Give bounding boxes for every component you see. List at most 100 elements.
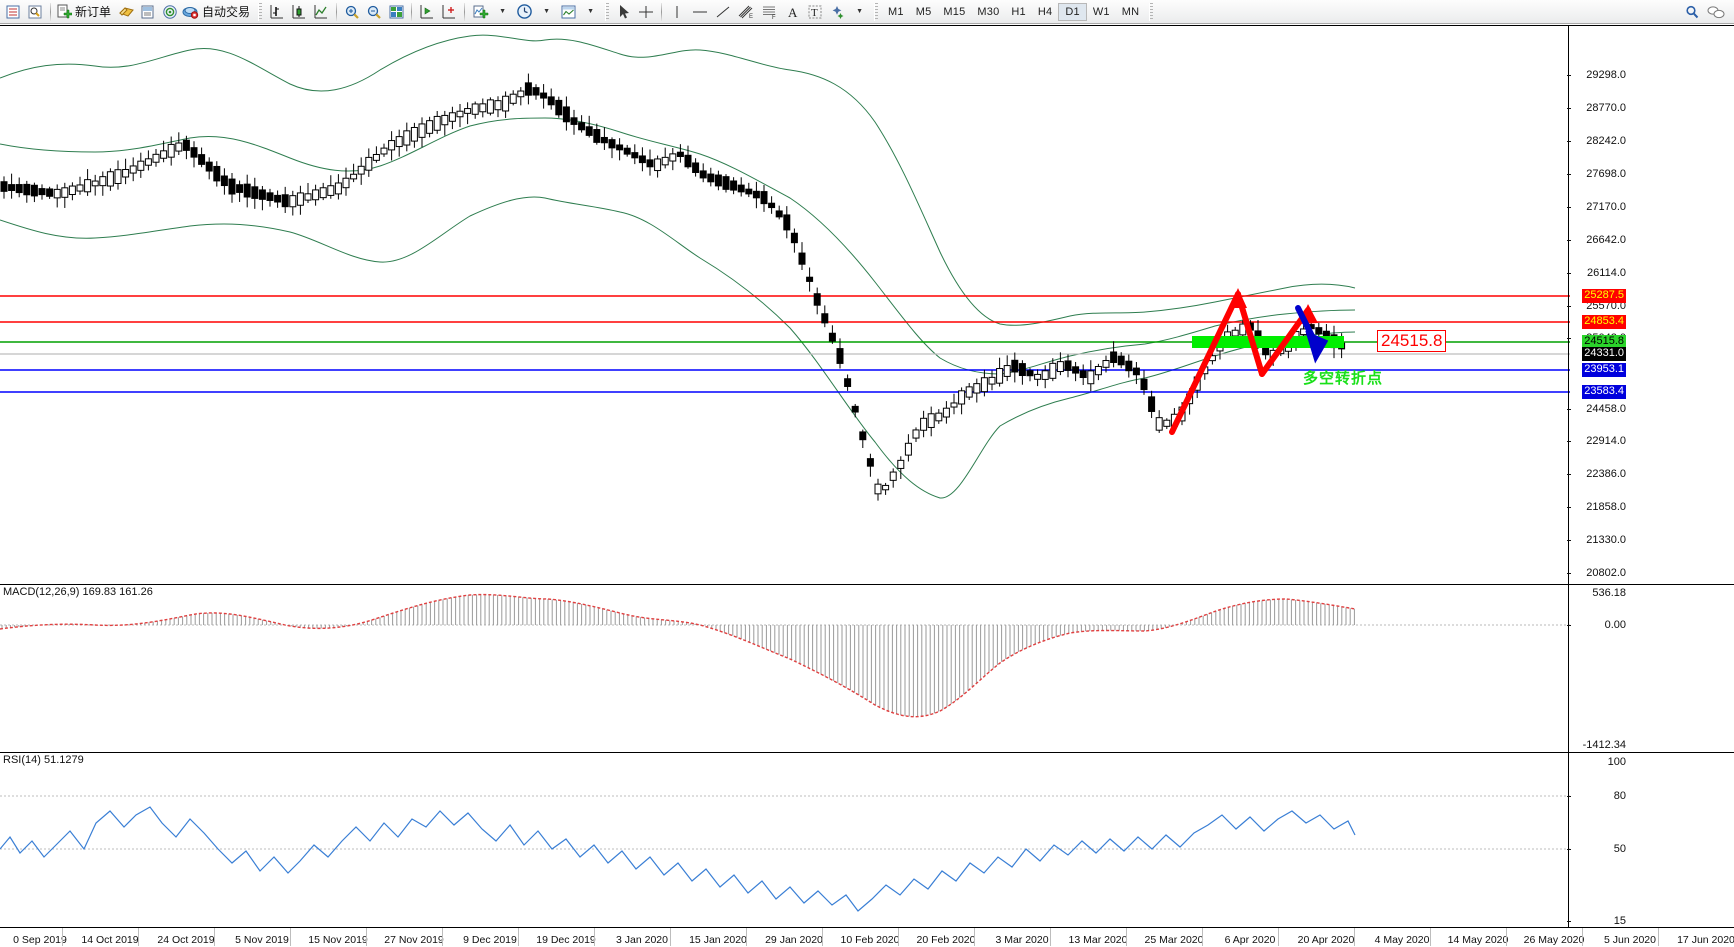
candle-body (8, 184, 16, 191)
tile-windows-icon[interactable] (385, 1, 407, 23)
horizontal-line-icon[interactable] (688, 1, 712, 23)
toolbar-grip-2[interactable] (605, 2, 610, 21)
text-icon[interactable]: A (782, 1, 804, 23)
trendline-icon[interactable] (712, 1, 734, 23)
templates-dropdown-icon[interactable]: ▼ (587, 8, 594, 15)
bar-chart-icon[interactable] (266, 1, 288, 23)
cursor-icon[interactable] (613, 1, 635, 23)
rsi-ylabel-50: 50 (1613, 843, 1626, 855)
candle-body (1094, 366, 1102, 376)
terminal-icon[interactable] (2, 1, 24, 23)
macd-pane[interactable]: MACD(12,26,9) 169.83 161.26 536.18 0.00 … (0, 584, 1734, 753)
auto-scroll-icon[interactable] (438, 1, 460, 23)
periods-icon[interactable] (513, 1, 535, 23)
candle-body (540, 92, 548, 99)
candle-body (996, 368, 1004, 384)
rsi-axis-line (1568, 753, 1569, 929)
candle-body (509, 93, 517, 104)
shapes-dropdown-icon[interactable]: ▼ (856, 8, 863, 15)
toolbar-separator (50, 2, 51, 21)
candle-body (464, 108, 472, 114)
auto-trading-button[interactable]: 自动交易 (181, 1, 254, 23)
time-axis-tick (1354, 928, 1355, 946)
candle-body (547, 96, 555, 106)
time-axis-tick (974, 928, 975, 946)
candle-body (312, 189, 320, 201)
ylabel-26114: 26114.0 (1587, 267, 1626, 279)
bollinger-middle (0, 117, 1356, 375)
expert-advisors-icon[interactable] (115, 1, 137, 23)
fibonacci-retracement-icon[interactable]: F (758, 1, 782, 23)
price-pane[interactable]: 24515.8 多空转折点 29298.0 28770.0 28242.0 27… (0, 26, 1734, 584)
candle-body (935, 412, 943, 422)
timeframe-m1[interactable]: M1 (888, 5, 904, 18)
candle-body (950, 402, 958, 408)
vertical-line-icon[interactable] (666, 1, 688, 23)
level-tag-25287: 25287.5 (1582, 289, 1626, 303)
timeframe-h1[interactable]: H1 (1011, 5, 1026, 18)
timeframe-h4[interactable]: H4 (1037, 5, 1053, 18)
timeframe-w1[interactable]: W1 (1092, 5, 1110, 18)
candle-body (775, 210, 783, 218)
toolbar-grip-3[interactable] (874, 2, 879, 21)
candle-body (730, 180, 738, 191)
signals-icon[interactable] (159, 1, 181, 23)
ytick (1567, 174, 1571, 175)
candle-body (144, 158, 152, 166)
candle-body (403, 130, 411, 146)
chart-shift-icon[interactable] (416, 1, 438, 23)
text-label-icon[interactable]: T (804, 1, 826, 23)
crosshair-icon[interactable] (635, 1, 657, 23)
toolbar-grip-4[interactable] (1149, 2, 1154, 21)
timeframe-m15[interactable]: M15 (943, 5, 966, 18)
red-up-leg-2 (1259, 307, 1311, 377)
rsi-pane[interactable]: RSI(14) 51.1279 100 80 50 15 (0, 752, 1734, 929)
ylabel-22914: 22914.0 (1586, 435, 1626, 447)
chat-icon[interactable] (1704, 1, 1728, 23)
templates-icon[interactable] (557, 1, 579, 23)
candle-body (380, 147, 388, 155)
timeframe-m5[interactable]: M5 (915, 5, 932, 18)
candle-body (927, 413, 935, 428)
indicators-dropdown-icon[interactable]: ▼ (499, 8, 506, 15)
candle-body (205, 161, 213, 172)
time-axis-label: 5 Nov 2019 (235, 934, 289, 946)
timeframe-mn[interactable]: MN (1121, 5, 1140, 18)
new-order-button[interactable]: 新订单 (55, 1, 115, 23)
line-chart-icon[interactable] (310, 1, 332, 23)
periods-dropdown-icon[interactable]: ▼ (543, 8, 550, 15)
zoom-in-icon[interactable] (341, 1, 363, 23)
time-axis-label: 9 Dec 2019 (463, 934, 517, 946)
candle-body (692, 162, 700, 173)
macd-label: MACD(12,26,9) 169.83 161.26 (3, 586, 153, 598)
chart-window[interactable]: HK50-,Daily 24271.0 24574.0 24271.0 2433… (0, 25, 1734, 947)
candle-body (1125, 360, 1133, 372)
candle-body (1117, 355, 1125, 366)
candle-body (122, 169, 130, 178)
candle-body (570, 117, 578, 125)
timeframe-m30[interactable]: M30 (977, 5, 1000, 18)
shapes-icon[interactable] (826, 1, 848, 23)
time-axis-label: 26 May 2020 (1523, 934, 1585, 946)
candle-body (806, 276, 814, 282)
timeframe-d1[interactable]: D1 (1058, 2, 1087, 21)
metaeditor-icon[interactable] (137, 1, 159, 23)
search-icon[interactable] (1682, 1, 1704, 23)
candle-body (365, 156, 373, 171)
candle-body (661, 156, 669, 166)
zoom-out-icon[interactable] (363, 1, 385, 23)
indicators-icon[interactable] (469, 1, 491, 23)
candle-body (448, 112, 456, 122)
equidistant-channel-icon[interactable]: E (734, 1, 758, 23)
candlestick-chart-icon[interactable] (288, 1, 310, 23)
toolbar-grip[interactable] (258, 2, 263, 21)
level-tag-24515: 24515.8 (1582, 335, 1626, 349)
candle-body (486, 99, 494, 114)
ylabel-21330: 21330.0 (1586, 534, 1626, 546)
svg-text:A: A (788, 5, 798, 20)
candle-body (623, 147, 631, 155)
candle-body (23, 183, 31, 196)
candle-body (608, 139, 616, 149)
time-axis-label: 24 Oct 2019 (157, 934, 215, 946)
market-watch-icon[interactable] (24, 1, 46, 23)
